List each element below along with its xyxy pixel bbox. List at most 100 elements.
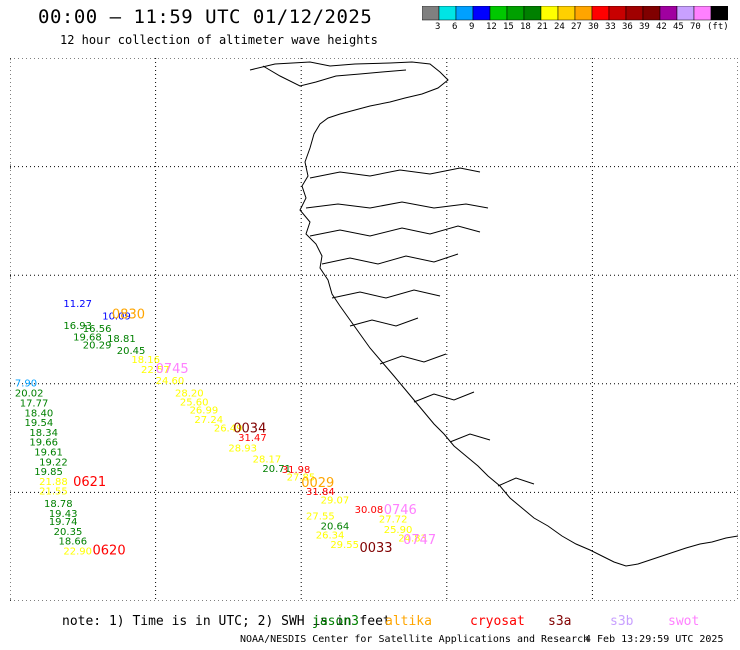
wave-height-label: 26.49 [214, 424, 243, 435]
wave-height-label: 27.85 [287, 472, 316, 483]
wave-height-label: 27.72 [379, 514, 408, 525]
wave-height-label: 18.78 [44, 499, 73, 510]
pass-time-label: 0746 [384, 503, 417, 518]
wave-height-label: 24.83 [398, 533, 427, 544]
generation-timestamp: 4 Feb 13:29:59 UTC 2025 [585, 634, 724, 645]
wave-height-label: 19.66 [29, 438, 58, 449]
wave-height-label: 20.45 [117, 346, 146, 357]
wave-height-label: 10.09 [102, 312, 131, 323]
wave-height-label: 11.27 [63, 299, 92, 310]
scale-swatch [642, 6, 661, 21]
credit-line: NOAA/NESDIS Center for Satellite Applica… [240, 634, 590, 645]
coastline-inner-1 [262, 65, 407, 87]
scale-swatch [574, 6, 593, 21]
wave-height-label: 19.22 [39, 457, 68, 468]
scale-tick-label: 15 [503, 22, 514, 32]
wave-height-label: 25.60 [180, 398, 209, 409]
wave-height-label: 20.02 [15, 388, 44, 399]
pass-time-label: 0620 [93, 543, 126, 558]
pass-time-label: 0830 [112, 308, 145, 323]
wave-height-label: 19.61 [34, 447, 63, 458]
lat-label: 64 [10, 380, 11, 389]
scale-tick-label: 6 [452, 22, 458, 32]
wave-height-label: 29.55 [330, 540, 359, 551]
wave-height-label: 26.34 [316, 531, 345, 542]
scale-tick-label: 3 [435, 22, 441, 32]
greenland-coastline [249, 61, 738, 567]
scale-swatch [506, 6, 525, 21]
wave-height-label: 25.90 [384, 525, 413, 536]
wave-height-label: 28.93 [228, 444, 257, 455]
wave-height-label: 18.66 [59, 537, 88, 548]
wave-height-label: 20.71 [262, 464, 291, 475]
wave-height-label: 18.40 [25, 408, 54, 419]
scale-tick-label: 9 [469, 22, 475, 32]
wave-height-label: 30.08 [355, 505, 384, 516]
pass-time-label: 0745 [156, 362, 189, 377]
scale-swatch [523, 6, 542, 21]
scale-tick-label: 24 [554, 22, 565, 32]
wave-height-label: 19.43 [49, 509, 78, 520]
coastline-inner-7 [349, 317, 419, 327]
scale-tick-label: 39 [639, 22, 650, 32]
scale-swatch [659, 6, 678, 21]
scale-tick-label: 42 [656, 22, 667, 32]
coastline-main [249, 61, 738, 567]
scale-swatch [557, 6, 576, 21]
scale-swatch [591, 6, 610, 21]
scale-tick-label: (ft) [707, 22, 729, 32]
legend-note: note: 1) Time is in UTC; 2) SWH is in fe… [62, 614, 391, 629]
scale-tick-label: 21 [537, 22, 548, 32]
scale-tick-label: 45 [673, 22, 684, 32]
wave-height-label: 16.93 [63, 321, 92, 332]
color-scale-bar [422, 6, 728, 21]
wave-height-label: 24.60 [156, 376, 185, 387]
scale-swatch [676, 6, 695, 21]
coastline-inner-10 [449, 433, 491, 443]
satellite-legend-s3b: s3b [610, 614, 634, 629]
scale-tick-label: 33 [605, 22, 616, 32]
wave-height-label: 28.17 [253, 455, 282, 466]
wave-height-label: 31.98 [282, 465, 311, 476]
wave-height-label: 21.55 [39, 487, 68, 498]
wave-height-label: 19.74 [49, 517, 78, 528]
wave-height-label: 29.07 [321, 495, 350, 506]
scale-tick-label: 18 [520, 22, 531, 32]
scale-tick-label: 27 [571, 22, 582, 32]
pass-time-label: 0029 [301, 476, 334, 491]
wave-height-label: 28.20 [175, 388, 204, 399]
scale-tick-label: 30 [588, 22, 599, 32]
lat-label: 68 [10, 163, 11, 172]
map-title: 00:00 — 11:59 UTC 01/12/2025 [38, 6, 373, 28]
pass-time-label: 0033 [359, 541, 392, 556]
wave-height-label: 18.34 [29, 428, 58, 439]
wave-height-label: 31.84 [306, 487, 335, 498]
pass-time-label: 0621 [73, 475, 106, 490]
pass-time-label: 0747 [403, 533, 436, 548]
lat-label: 62 [10, 488, 11, 497]
wave-height-label: 20.64 [321, 521, 350, 532]
scale-swatch [455, 6, 474, 21]
wave-height-label: 17.77 [20, 399, 49, 410]
wave-height-label: 22.57 [141, 365, 170, 376]
satellite-legend-cryosat: cryosat [470, 614, 525, 629]
wave-height-label: 27.24 [194, 415, 223, 426]
coastline-inner-4 [309, 225, 481, 237]
coastline-inner-3 [305, 201, 489, 209]
scale-swatch [422, 6, 440, 21]
satellite-legend-s3a: s3a [548, 614, 572, 629]
lat-label: 60 [10, 597, 11, 601]
wave-height-label: 19.85 [34, 467, 63, 478]
wave-height-label: 18.16 [131, 355, 160, 366]
wave-height-label: 22.90 [63, 546, 92, 557]
scale-swatch [438, 6, 457, 21]
pass-time-labels: 0830 0745 0034 0621 0029 0746 0747 0033 0620 [73, 308, 436, 559]
wave-height-label: 19.54 [25, 418, 54, 429]
coastline-inner-9 [413, 391, 475, 403]
wave-height-label: 20.35 [54, 527, 83, 538]
wave-height-label: 26.99 [190, 406, 219, 417]
wave-height-label: 20.29 [83, 341, 112, 352]
lat-label: 66 [10, 271, 11, 280]
